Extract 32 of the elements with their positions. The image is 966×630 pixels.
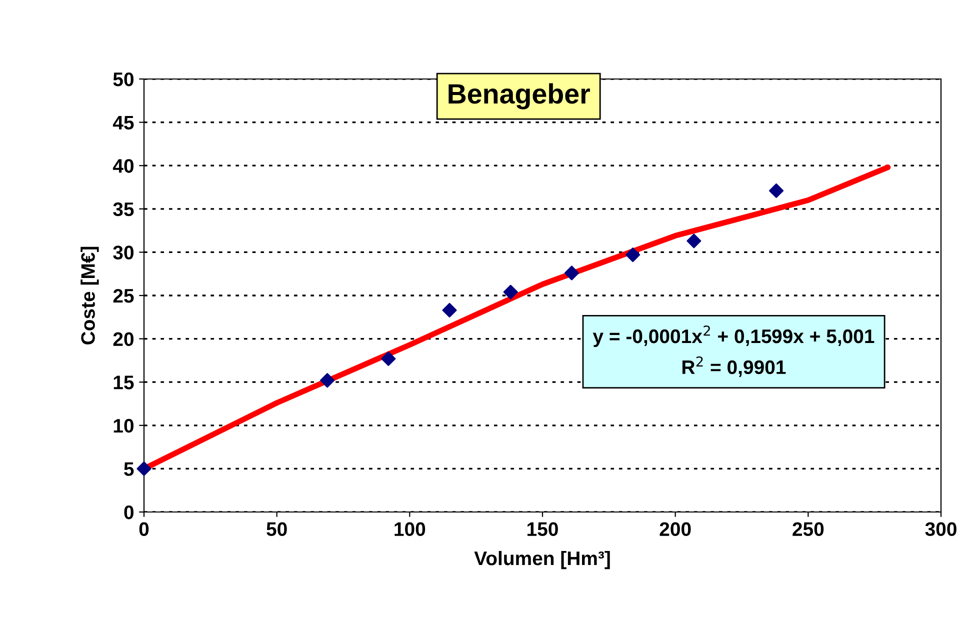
y-tick-label: 30	[113, 246, 134, 260]
point	[769, 183, 784, 198]
y-tick-label: 35	[113, 202, 134, 216]
x-tick-label: 150	[528, 522, 558, 536]
point	[564, 266, 580, 280]
point	[686, 234, 702, 248]
y-tick-label: 15	[114, 376, 134, 390]
chart-title: Benageber	[448, 83, 590, 110]
y-tick-label: 45	[112, 116, 134, 130]
x-tick-label: 200	[660, 522, 691, 536]
point	[626, 248, 640, 262]
annotation: R$^{2}$ = 0,9901	[682, 356, 786, 377]
y-tick-label: 40	[112, 159, 134, 173]
point	[442, 302, 457, 318]
y-tick-label: 25	[113, 288, 134, 303]
x-tick-label: 250	[792, 522, 824, 536]
x-tick-label: 100	[394, 522, 426, 536]
point	[136, 461, 152, 476]
point	[381, 351, 396, 366]
y-tick-label: 20	[113, 332, 134, 346]
y-axis-title: Coste [M€]	[80, 246, 99, 344]
y-tick-label: 10	[114, 418, 134, 433]
y-tick-label: 5	[124, 462, 134, 476]
point	[320, 373, 335, 388]
y-tick-label: 0	[124, 505, 134, 520]
x-tick-label: 50	[266, 522, 287, 536]
annotation: y = -0,0001x$^{2}$ + 0,1599x + 5,001	[592, 325, 874, 348]
y-tick-label: 50	[113, 72, 134, 86]
x-axis-title: Volumen [Hm³]	[474, 550, 610, 570]
point	[503, 284, 518, 300]
x-tick-label: 300	[925, 522, 956, 536]
x-tick-label: 0	[139, 522, 149, 536]
